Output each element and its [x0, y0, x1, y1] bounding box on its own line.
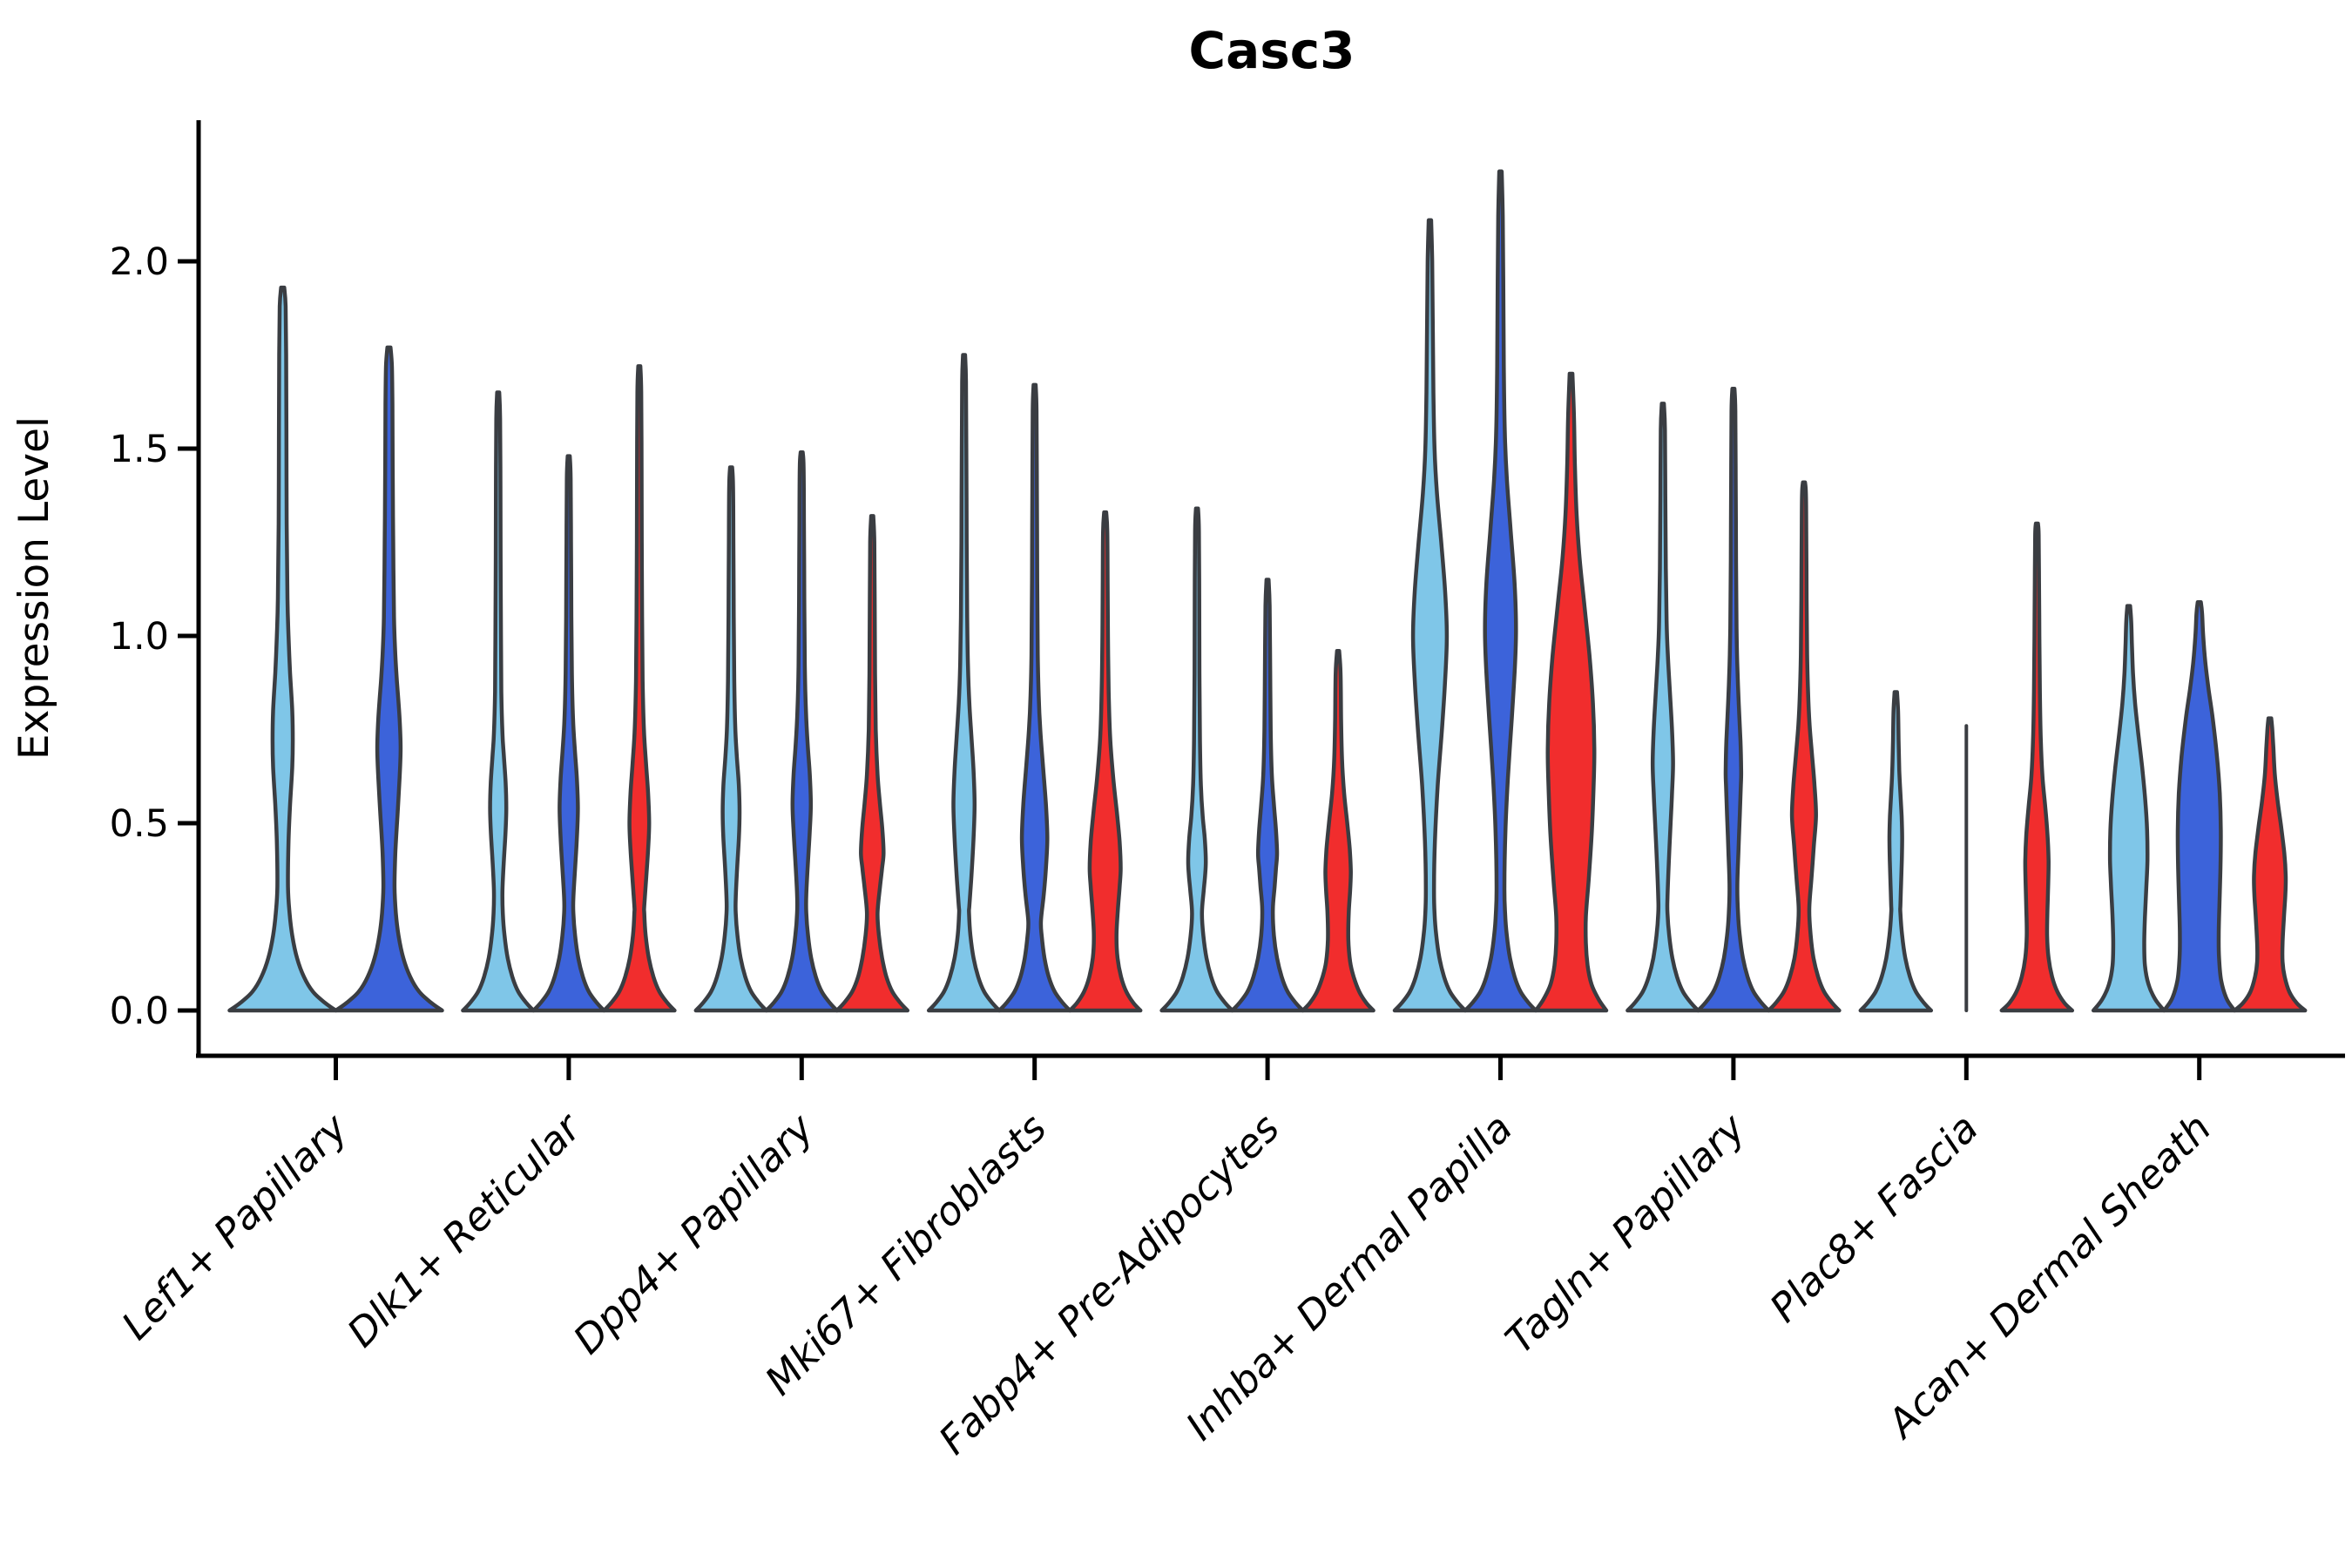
chart-title: Casc3 — [1189, 21, 1355, 80]
y-axis-label: Expression Level — [10, 416, 58, 760]
violin-plac8-fascia-light-blue — [1858, 690, 1934, 1013]
violin-fabp4-pre-adipocytes-dark-blue — [1230, 578, 1305, 1013]
y-tick-label: 2.0 — [110, 240, 169, 284]
axes-layer — [196, 120, 2345, 1058]
violin-dpp4-papillary-red — [835, 514, 910, 1013]
y-tick-label: 0.5 — [110, 802, 169, 846]
violin-tagln-papillary-dark-blue — [1696, 386, 1771, 1013]
violin-dpp4-papillary-light-blue — [693, 465, 769, 1013]
violin-inhba-dermal-papilla-dark-blue — [1463, 169, 1538, 1013]
violin-lef1-papillary-dark-blue — [334, 345, 444, 1013]
y-tick-labels: 0.0 0.5 1.0 1.5 2.0 — [110, 240, 199, 1033]
violin-inhba-dermal-papilla-red — [1533, 371, 1609, 1013]
violin-mki67-fibroblasts-dark-blue — [997, 382, 1072, 1013]
violin-mki67-fibroblasts-light-blue — [926, 353, 1002, 1013]
violin-tagln-papillary-light-blue — [1625, 402, 1700, 1013]
violin-fabp4-pre-adipocytes-red — [1301, 648, 1375, 1013]
violin-lef1-papillary-light-blue — [227, 285, 338, 1013]
violin-dlk1-reticular-red — [602, 364, 677, 1013]
violin-mki67-fibroblasts-red — [1067, 510, 1143, 1013]
violin-inhba-dermal-papilla-light-blue — [1392, 218, 1468, 1013]
violin-dlk1-reticular-dark-blue — [531, 454, 606, 1013]
y-tick-label: 0.0 — [110, 990, 169, 1033]
violins-layer — [227, 169, 2308, 1013]
violin-tagln-papillary-red — [1767, 480, 1842, 1013]
violin-fabp4-pre-adipocytes-light-blue — [1159, 506, 1234, 1013]
violin-plac8-fascia-red — [1999, 521, 2075, 1013]
violin-acan-dermal-sheath-light-blue — [2091, 604, 2166, 1013]
y-tick-label: 1.5 — [110, 428, 169, 471]
y-tick-label: 1.0 — [110, 615, 169, 659]
violin-dpp4-papillary-dark-blue — [764, 450, 840, 1013]
violin-dlk1-reticular-light-blue — [461, 390, 536, 1013]
violin-acan-dermal-sheath-dark-blue — [2161, 600, 2237, 1013]
violin-acan-dermal-sheath-red — [2232, 716, 2308, 1013]
